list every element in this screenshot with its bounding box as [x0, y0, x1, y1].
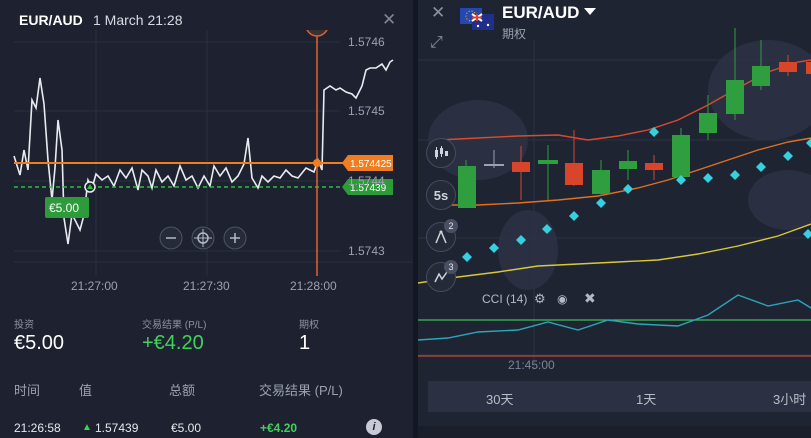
parabolic-sar [462, 127, 811, 262]
row-pl: +€4.20 [260, 421, 298, 435]
time-axis-label: 21:27:00 [71, 279, 118, 293]
gear-icon[interactable]: ⚙ [534, 291, 546, 306]
row-value: 1.57439 [95, 421, 139, 435]
candle-bull [726, 80, 744, 114]
candlestick-chart [418, 28, 811, 370]
candle-bear [779, 62, 797, 72]
col-time: 时间 [14, 383, 41, 398]
current-price-dot [313, 159, 321, 167]
bollinger-lower [438, 137, 811, 206]
bottom-strip [418, 426, 811, 438]
candle-bull [699, 113, 717, 133]
entry-price-tag-bg [342, 179, 393, 195]
invest-value: €5.00 [14, 332, 65, 354]
panel-divider [413, 0, 418, 438]
info-icon[interactable]: i [366, 419, 382, 435]
zoom-in-icon[interactable] [223, 226, 247, 250]
pl-value: +€4.20 [142, 332, 204, 354]
close-icon[interactable]: ✕ [431, 3, 446, 22]
investment-tag-bg [45, 197, 89, 218]
row-amount: €5.00 [171, 421, 202, 435]
chevron-down-icon[interactable] [584, 8, 596, 15]
up-arrow-icon [87, 184, 93, 189]
col-value: 值 [79, 383, 93, 398]
period-1d[interactable]: 1天 [636, 392, 657, 407]
price-axis-label: 1.5743 [348, 244, 385, 258]
candle-bull [538, 160, 558, 164]
chart-panel: ✕ ⤢ EUR/AUD 期权 5s 2 3 CCI (14) ⚙ ◉ ✖ 21:… [418, 0, 811, 438]
row-time: 21:26:58 [14, 421, 61, 435]
drawing-count-badge: 2 [444, 219, 458, 233]
time-axis-label: 21:45:00 [508, 358, 555, 372]
instrument-type: 期权 [502, 27, 527, 41]
candle-bear [565, 163, 583, 185]
entry-price-tag: 1.57439 [350, 183, 387, 194]
current-price-tag-bg [342, 155, 393, 171]
time-axis-label: 21:28:00 [290, 279, 337, 293]
close-icon[interactable]: ✕ [382, 10, 397, 29]
invest-label: 投资 [14, 320, 34, 331]
trade-panel: EUR/AUD 1 March 21:28 ✕ €5.00 1.574425 [13, 10, 413, 435]
period-bar [428, 381, 811, 412]
candle-bull [672, 135, 690, 177]
candle-bull [752, 66, 770, 86]
moving-average-yellow [418, 223, 811, 284]
price-chart: €5.00 1.574425 1.57439 1.5746 1.5745 1.5… [13, 30, 413, 293]
pair-selector[interactable]: EUR/AUD [502, 3, 580, 22]
timeframe-button[interactable]: 5s [426, 180, 456, 210]
price-axis-label: 1.5745 [348, 104, 385, 118]
price-line [13, 59, 394, 245]
candle-doji [484, 164, 504, 166]
candlestick-icon[interactable] [426, 138, 456, 168]
expand-icon[interactable]: ⤢ [430, 34, 443, 51]
price-axis-label: 1.5744 [348, 174, 385, 188]
col-pl: 交易结果 (P/L) [259, 383, 343, 398]
candle-bear [512, 162, 530, 172]
price-axis-label: 1.5746 [348, 35, 385, 49]
candles [458, 28, 811, 208]
timeframe-label: 5s [433, 187, 449, 203]
options-value: 1 [299, 332, 311, 354]
zoom-out-icon[interactable] [159, 226, 183, 250]
current-price-tag: 1.574425 [350, 159, 392, 170]
crosshair-icon[interactable] [191, 226, 215, 250]
up-arrow-icon: ▲ [82, 422, 92, 433]
period-3h[interactable]: 3小时 [773, 392, 807, 407]
time-axis-label: 21:27:30 [183, 279, 230, 293]
cci-line [418, 294, 811, 341]
pair-title: EUR/AUD [19, 12, 83, 28]
cci-label: CCI (14) [482, 292, 528, 306]
candle-bull [592, 170, 610, 194]
trade-date: 1 March 21:28 [93, 12, 183, 28]
options-label: 期权 [299, 320, 319, 331]
close-icon[interactable]: ✖ [584, 290, 596, 306]
investment-tag: €5.00 [49, 201, 79, 215]
indicator-count-badge: 3 [444, 260, 458, 274]
compass-icon[interactable] [426, 222, 456, 252]
candle-bull [458, 166, 476, 208]
pl-label: 交易结果 (P/L) [142, 320, 207, 331]
candle-bear [806, 62, 811, 74]
eye-icon[interactable]: ◉ [557, 292, 568, 306]
finish-flag-icon [306, 30, 328, 37]
eu-au-flag-icon [460, 8, 494, 30]
candle-bull [619, 161, 637, 169]
period-30d[interactable]: 30天 [486, 392, 514, 407]
col-amount: 总额 [169, 383, 196, 398]
candle-bear [645, 163, 663, 170]
